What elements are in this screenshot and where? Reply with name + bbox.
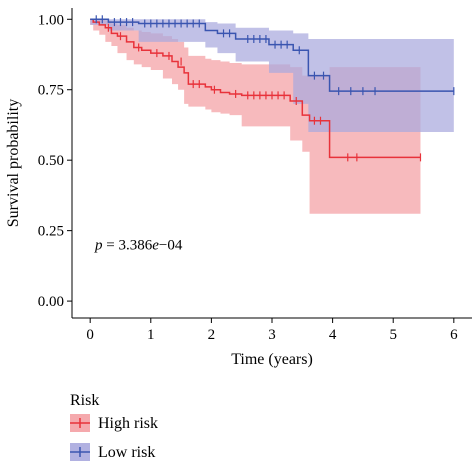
x-tick-label: 4 (329, 327, 337, 343)
axes: 0.00 0.25 0.50 0.75 1.00 0 1 2 3 4 5 6 (38, 8, 472, 343)
x-axis-label: Time (years) (231, 351, 313, 368)
low-risk-legend-line (70, 447, 90, 457)
y-tick-label: 1.00 (38, 12, 64, 28)
y-tick-label: 0.50 (38, 153, 64, 169)
y-ticks: 0.00 0.25 0.50 0.75 1.00 (38, 12, 72, 310)
confidence-bands (90, 19, 454, 214)
y-axis-label: Survival probability (5, 99, 22, 227)
high-risk-legend-line (70, 418, 90, 428)
x-tick-label: 1 (147, 327, 155, 343)
survival-curves (90, 18, 454, 159)
x-tick-label: 5 (389, 327, 397, 343)
p-value-annotation: p = 3.386e−04 (94, 238, 183, 254)
legend-title: Risk (70, 392, 99, 409)
legend: Risk High risk Low risk (70, 392, 158, 461)
y-tick-label: 0.25 (38, 224, 64, 240)
low-risk-survival-curve (90, 18, 454, 92)
x-tick-label: 6 (450, 327, 458, 343)
p-value-symbol: p (94, 238, 103, 254)
plot-area (90, 15, 455, 214)
low-risk-legend-label: Low risk (98, 444, 155, 461)
low-risk-confidence-band (90, 19, 454, 132)
high-risk-survival-curve (90, 18, 421, 159)
x-tick-label: 2 (208, 327, 216, 343)
censor-marks (95, 15, 455, 162)
p-value-number: = 3.386 (103, 238, 153, 254)
p-value-exponent: −04 (159, 238, 183, 254)
high-risk-legend-label: High risk (98, 415, 158, 432)
y-tick-label: 0.00 (38, 294, 64, 310)
x-ticks: 0 1 2 3 4 5 6 (86, 318, 458, 343)
p-value-e: e (152, 238, 159, 254)
y-tick-label: 0.75 (38, 83, 64, 99)
x-tick-label: 0 (86, 327, 94, 343)
x-tick-label: 3 (268, 327, 276, 343)
